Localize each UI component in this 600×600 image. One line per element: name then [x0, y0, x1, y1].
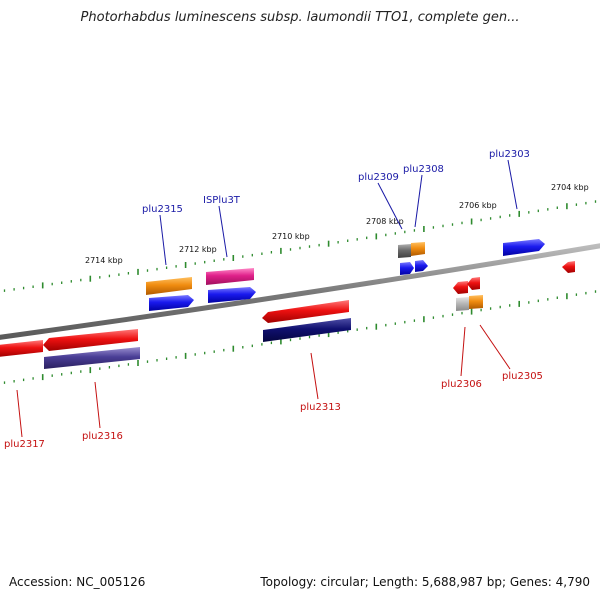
scale-labels: 2714 kbp 2712 kbp 2710 kbp 2708 kbp 2706… — [85, 183, 589, 265]
label-isplu3t[interactable]: ISPlu3T — [203, 195, 241, 206]
gene-plu2309-gray[interactable] — [398, 244, 411, 258]
gene-plu2317-red[interactable] — [0, 340, 43, 357]
label-plu2305[interactable]: plu2305 — [502, 371, 543, 382]
leader-plu2309 — [377, 182, 403, 230]
gene-small-blue-1[interactable] — [400, 262, 414, 275]
map-title: Photorhabdus luminescens subsp. laumondi… — [80, 10, 520, 25]
forward-leader-lines — [159, 159, 518, 266]
scale-label-2708: 2708 kbp — [366, 217, 404, 226]
gene-plu2315-orange[interactable] — [146, 277, 192, 295]
gene-small-blue-2[interactable] — [415, 260, 428, 272]
label-plu2317[interactable]: plu2317 — [4, 439, 45, 450]
forward-strand-features — [146, 239, 545, 311]
leader-plu2306 — [460, 326, 466, 377]
gene-plu2316-red[interactable] — [43, 329, 138, 351]
leader-plu2316 — [94, 381, 101, 429]
gene-plu2306-red[interactable] — [453, 281, 468, 294]
label-plu2315[interactable]: plu2315 — [142, 204, 183, 215]
gene-plu2313-red[interactable] — [262, 300, 349, 323]
gene-isplu3t-pink[interactable] — [206, 268, 254, 285]
scale-label-2710: 2710 kbp — [272, 232, 310, 241]
gene-plu2305-red[interactable] — [467, 277, 480, 290]
gene-plu2306-lightgray[interactable] — [456, 297, 469, 311]
gene-far-right-red[interactable] — [562, 261, 575, 273]
scale-label-2706: 2706 kbp — [459, 201, 497, 210]
scale-label-2714: 2714 kbp — [85, 256, 123, 265]
gene-plu2303-blue[interactable] — [503, 239, 545, 256]
reverse-labels: plu2317 plu2316 plu2313 plu2306 plu2305 — [4, 371, 543, 450]
gene-plu2308-orange[interactable] — [411, 242, 425, 256]
label-plu2309[interactable]: plu2309 — [358, 172, 399, 183]
forward-labels: plu2315 ISPlu3T plu2309 plu2308 plu2303 — [142, 149, 530, 215]
leader-plu2303 — [507, 159, 518, 210]
label-plu2303[interactable]: plu2303 — [489, 149, 530, 160]
label-plu2313[interactable]: plu2313 — [300, 402, 341, 413]
scale-label-2704: 2704 kbp — [551, 183, 589, 192]
leader-isplu3t — [218, 205, 228, 258]
leader-plu2315 — [159, 214, 167, 266]
leader-plu2305 — [479, 324, 511, 370]
label-plu2316[interactable]: plu2316 — [82, 431, 123, 442]
scale-label-2712: 2712 kbp — [179, 245, 217, 254]
gene-plu2313-navy[interactable] — [263, 318, 351, 342]
leader-plu2313 — [310, 352, 319, 400]
gene-isplu3t-blue[interactable] — [208, 287, 256, 303]
label-plu2308[interactable]: plu2308 — [403, 164, 444, 175]
reverse-leader-lines — [16, 324, 511, 438]
label-plu2306[interactable]: plu2306 — [441, 379, 482, 390]
leader-plu2317 — [16, 389, 23, 438]
gene-plu2315-blue[interactable] — [149, 295, 194, 311]
gene-plu2316-purple[interactable] — [44, 347, 140, 369]
accession-text: Accession: NC_005126 — [9, 575, 146, 589]
chromosome-backbone — [0, 243, 600, 340]
gene-plu2305-orange[interactable] — [469, 295, 483, 309]
genome-summary-text: Topology: circular; Length: 5,688,987 bp… — [260, 575, 590, 589]
leader-plu2308 — [414, 174, 423, 228]
tick-row-outer — [3, 200, 597, 292]
reverse-strand-features — [0, 261, 575, 369]
